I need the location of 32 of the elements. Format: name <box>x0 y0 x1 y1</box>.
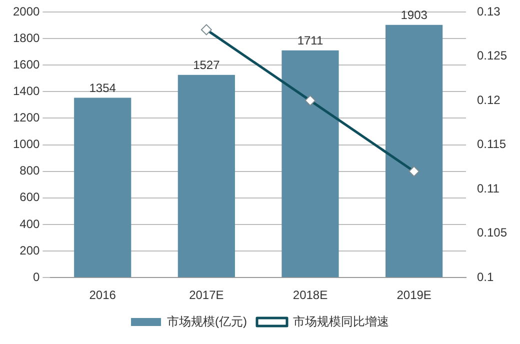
y-tick-label: 1800 <box>12 30 40 45</box>
y-tick-label: 2000 <box>12 4 40 18</box>
y2-tick-label: 0.105 <box>476 226 508 240</box>
bar <box>282 50 339 278</box>
x-tick-label: 2018E <box>292 288 328 302</box>
y2-tick-label: 0.12 <box>476 92 501 107</box>
y-tick-label: 800 <box>20 164 40 178</box>
bar <box>386 24 443 278</box>
legend-label: 市场规模(亿元) <box>167 314 248 328</box>
x-tick-label: 2017E <box>189 288 224 302</box>
y-tick-label: 0 <box>33 270 40 284</box>
y-tick-label: 1000 <box>12 137 40 152</box>
y-tick-label: 400 <box>20 216 40 231</box>
y2-tick-label: 0.11 <box>476 181 500 196</box>
y-tick-label: 200 <box>20 243 40 258</box>
y2-tick-label: 0.115 <box>476 137 506 152</box>
y-tick-label: 1200 <box>12 110 40 125</box>
y-tick-label: 1400 <box>12 84 40 98</box>
bar <box>74 98 132 278</box>
data-label: 1903 <box>400 8 428 22</box>
x-tick-label: 2019E <box>396 288 432 302</box>
y2-tick-label: 0.13 <box>476 4 501 18</box>
data-label: 1711 <box>297 34 324 48</box>
bar <box>178 74 235 278</box>
legend-label: 市场规模同比增速 <box>292 314 389 328</box>
y2-tick-label: 0.1 <box>476 270 494 284</box>
data-label: 1527 <box>193 58 220 72</box>
data-label: 1354 <box>89 81 116 96</box>
x-tick-label: 2016 <box>89 288 116 302</box>
y-tick-label: 1600 <box>12 57 40 72</box>
y2-tick-label: 0.125 <box>476 48 508 63</box>
y-tick-label: 600 <box>20 190 40 204</box>
